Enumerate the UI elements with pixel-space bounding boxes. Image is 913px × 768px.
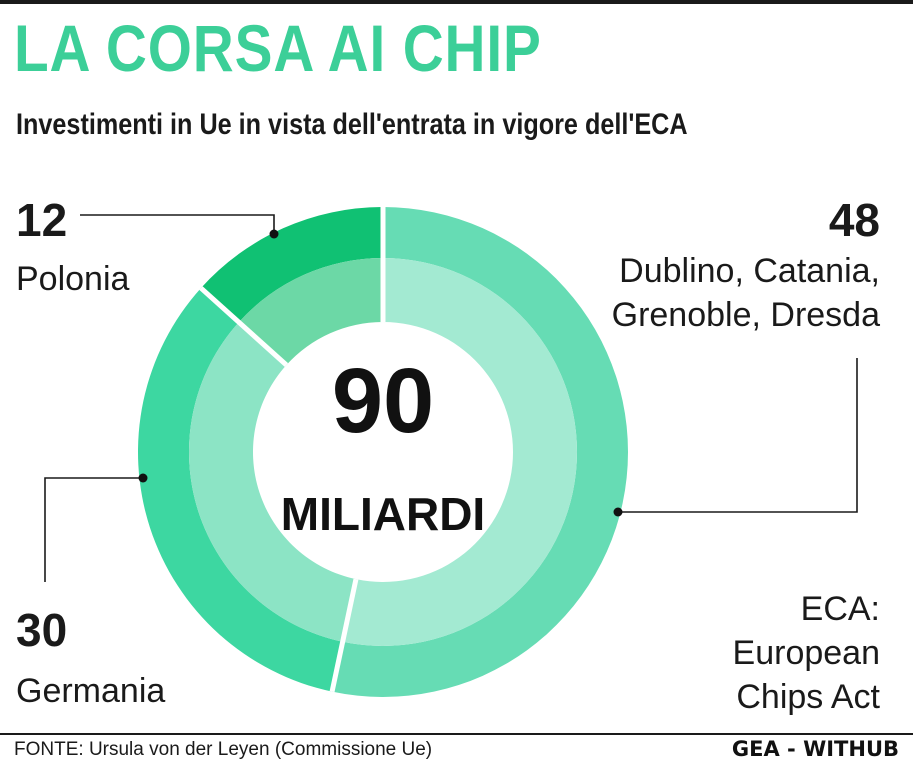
top-rule (0, 0, 913, 4)
center-value: 90 (332, 350, 434, 452)
slice-name-label-1-0: Germania (16, 672, 165, 710)
slices-layer (138, 207, 629, 697)
leader-line-2-dot (269, 229, 279, 239)
chart-title: LA CORSA AI CHIP (14, 11, 542, 85)
slice-outer-2 (200, 207, 383, 323)
slice-value-label-0: 48 (829, 194, 880, 246)
footer-rule (0, 733, 913, 735)
slice-outer-1 (138, 288, 343, 692)
slice-separator-1 (329, 578, 359, 693)
slice-inner-2 (238, 258, 383, 366)
slice-name-label-0-0: Dublino, Catania, (619, 252, 880, 290)
credit-logo: GEA - WITHUB (731, 737, 899, 761)
slice-value-label-1: 30 (16, 604, 67, 656)
source-text: FONTE: Ursula von der Leyen (Commissione… (14, 739, 433, 760)
slice-value-label-2: 12 (16, 194, 67, 246)
leader-line-0-dot (613, 507, 623, 517)
eca-note-line-1: European (733, 634, 880, 672)
labels-layer: 48 Dublino, Catania, Grenoble, Dresda 30 Ger… (16, 194, 881, 716)
chart-subtitle: Investimenti in Ue in vista dell'entrata… (16, 108, 688, 141)
eca-note-line-2: Chips Act (736, 678, 880, 716)
slice-inner-1 (189, 322, 356, 642)
leader-line-1 (44, 477, 143, 582)
center-label: MILIARDI (281, 488, 485, 540)
eca-note-line-0: ECA: (801, 590, 880, 628)
leader-line-0 (618, 358, 858, 513)
slice-separator-2 (199, 286, 289, 367)
leader-line-2 (80, 214, 275, 234)
slice-inner-0 (342, 258, 577, 646)
slice-name-label-0-1: Grenoble, Dresda (612, 296, 880, 334)
leader-lines-layer (44, 214, 858, 582)
slice-outer-0 (332, 207, 629, 697)
leader-line-1-dot (138, 473, 148, 483)
slice-name-label-2-0: Polonia (16, 260, 130, 298)
